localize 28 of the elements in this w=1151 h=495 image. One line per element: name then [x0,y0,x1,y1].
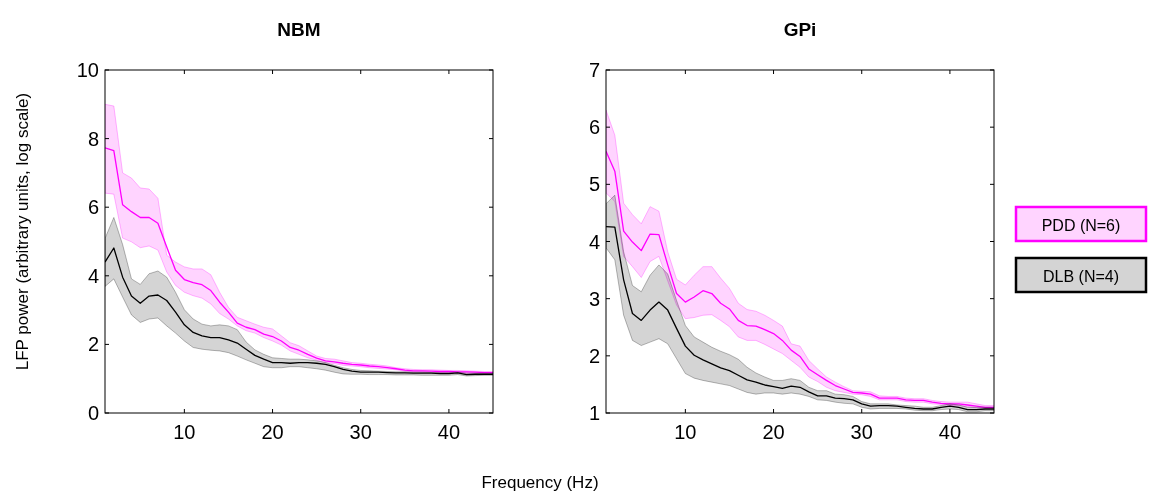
y-tick-label: 8 [87,127,99,150]
y-tick-label: 6 [87,196,99,219]
y-tick-label: 10 [76,59,99,81]
x-tick-label: 10 [173,421,196,443]
y-tick-label: 3 [588,287,600,310]
line-series [105,147,493,374]
x-tick-label: 40 [938,421,962,443]
x-tick-label: 30 [850,421,873,443]
x-tick-label: 30 [349,421,372,443]
text: DLB (N=4) [1042,268,1120,285]
x-tick-label: 20 [261,421,284,443]
y-axis-title: LFP power (arbitrary units, log scale) [13,92,32,371]
y-tick-label: 4 [588,230,600,253]
y-tick-label: 6 [588,116,600,139]
y-tick-label: 4 [87,264,99,287]
chart-title: GPi [783,19,817,40]
x-tick-label: 40 [437,421,461,443]
y-tick-label: 5 [588,173,600,196]
y-tick-label: 7 [588,59,600,81]
y-tick-label: 0 [87,402,99,424]
x-tick-label: 10 [674,421,697,443]
x-tick-label: 20 [762,421,785,443]
chart-title: NBM [277,19,321,40]
y-tick-label: 2 [588,344,600,367]
y-tick-label: 1 [588,402,600,424]
y-tick-label: 2 [87,333,99,356]
text: PDD (N=6) [1041,217,1121,234]
x-axis-title: Frequency (Hz) [481,473,599,492]
